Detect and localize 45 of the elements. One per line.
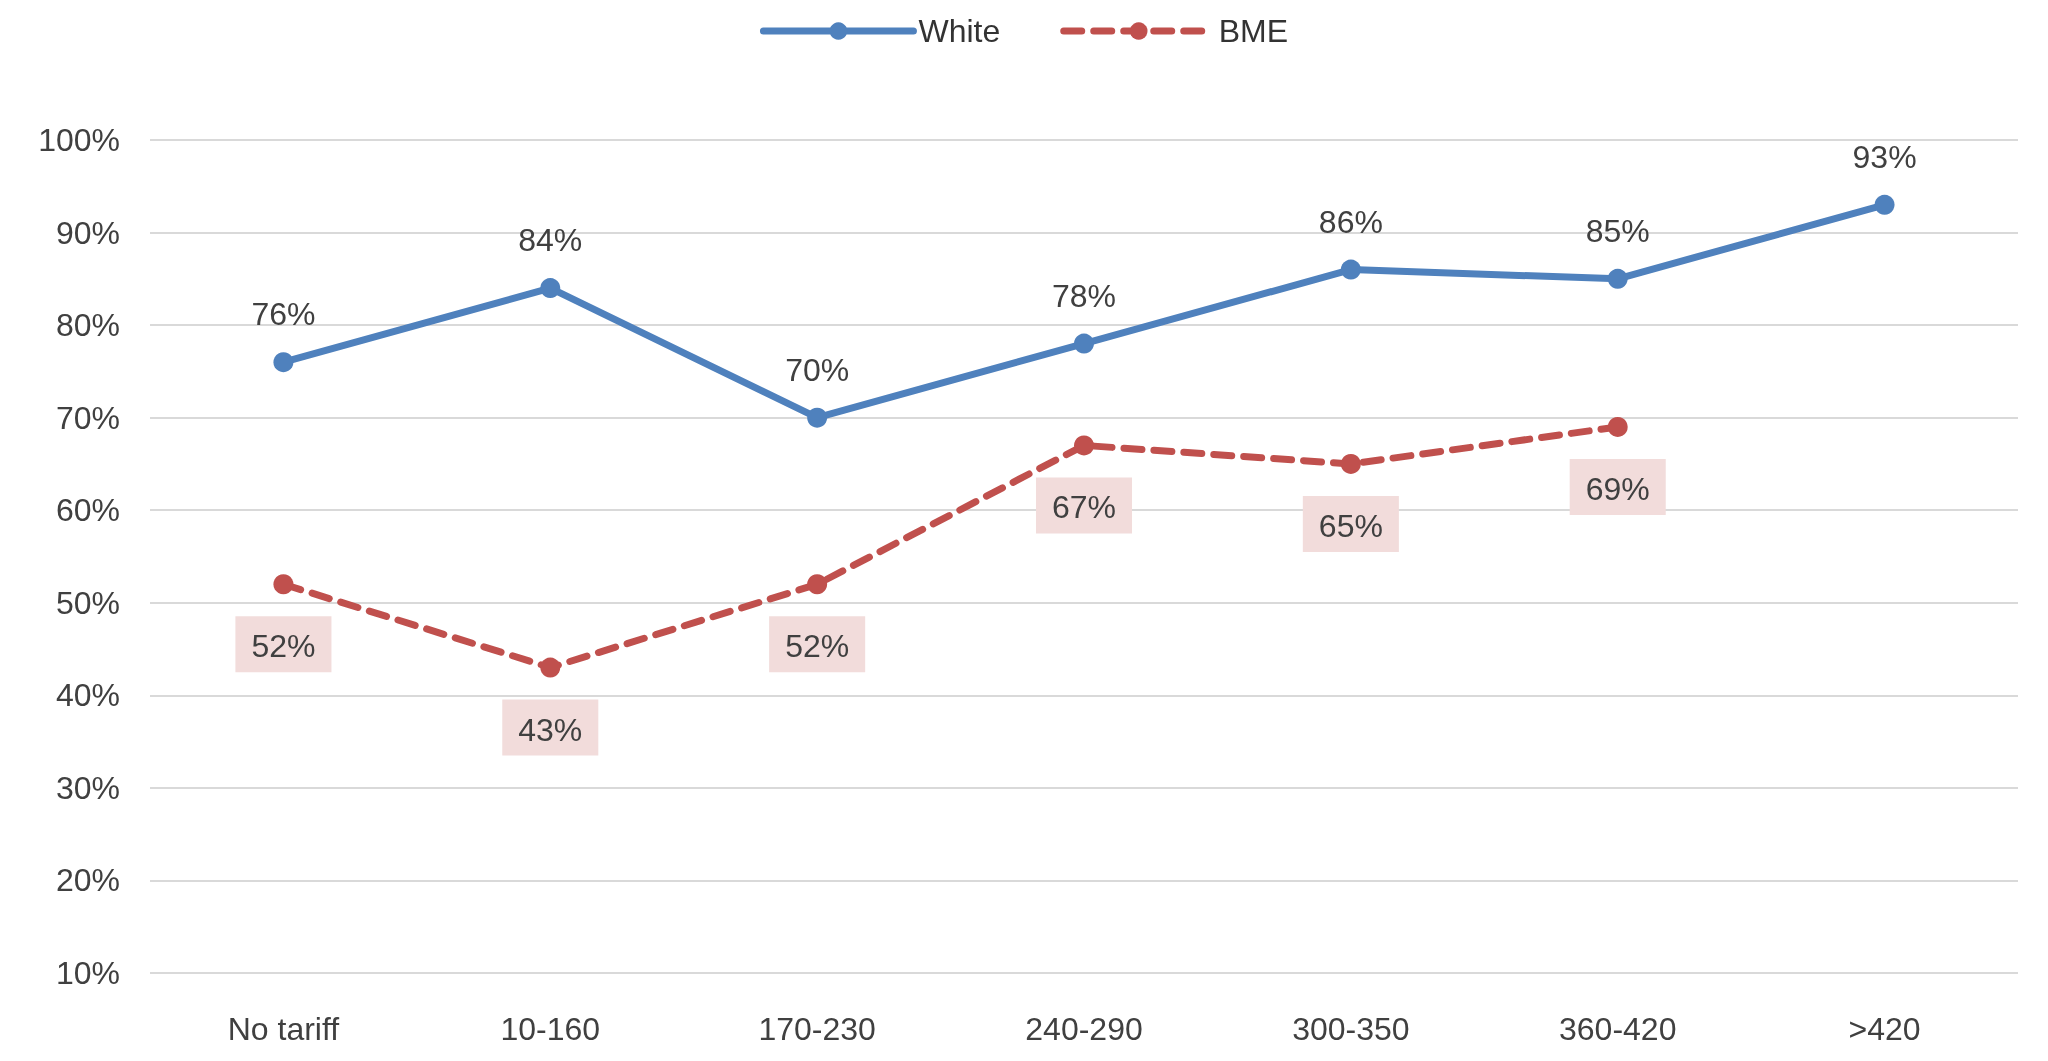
y-tick-label: 30% [55, 769, 120, 806]
point [540, 657, 561, 678]
point [1340, 453, 1361, 474]
data-label: 86% [1318, 203, 1383, 240]
y-tick-label: 20% [55, 862, 120, 899]
y-tick-label: 60% [55, 492, 120, 529]
x-tick-label: No tariff [227, 1011, 340, 1047]
point [1340, 259, 1361, 280]
data-label: 85% [1585, 212, 1650, 249]
x-tick-label: 170-230 [758, 1011, 876, 1047]
legend-label: BME [1218, 13, 1289, 49]
point [1074, 333, 1094, 354]
data-label: 78% [1051, 277, 1117, 314]
point [807, 574, 828, 595]
data-label: 70% [785, 351, 850, 388]
point [807, 407, 828, 428]
data-label: 43% [518, 711, 583, 748]
point [273, 352, 294, 373]
y-tick-label: 50% [55, 584, 120, 621]
point [1874, 194, 1895, 215]
y-tick-label: 70% [55, 399, 120, 436]
y-tick-label: 90% [55, 214, 120, 251]
x-tick-label: >420 [1848, 1011, 1921, 1047]
legend-label: White [918, 13, 1001, 49]
x-tick-label: 300-350 [1292, 1011, 1410, 1047]
point [1607, 268, 1628, 289]
data-label: 52% [251, 628, 316, 665]
data-label: 65% [1318, 507, 1383, 544]
data-label: 52% [785, 628, 850, 665]
data-label: 84% [518, 222, 583, 259]
data-label: 67% [1051, 489, 1117, 526]
data-label: 76% [251, 296, 316, 333]
y-tick-label: 40% [55, 677, 120, 714]
x-tick-label: 240-290 [1025, 1011, 1143, 1047]
y-tick-label: 10% [55, 955, 120, 991]
data-label: 93% [1852, 138, 1917, 175]
x-tick-label: 10-160 [500, 1011, 601, 1047]
y-tick-label: 100% [38, 122, 120, 158]
point [1607, 416, 1628, 437]
point [540, 278, 561, 299]
point [273, 574, 294, 595]
data-label: 69% [1585, 470, 1650, 507]
point [1074, 435, 1094, 456]
y-tick-label: 80% [55, 307, 120, 344]
x-tick-label: 360-420 [1559, 1011, 1677, 1047]
